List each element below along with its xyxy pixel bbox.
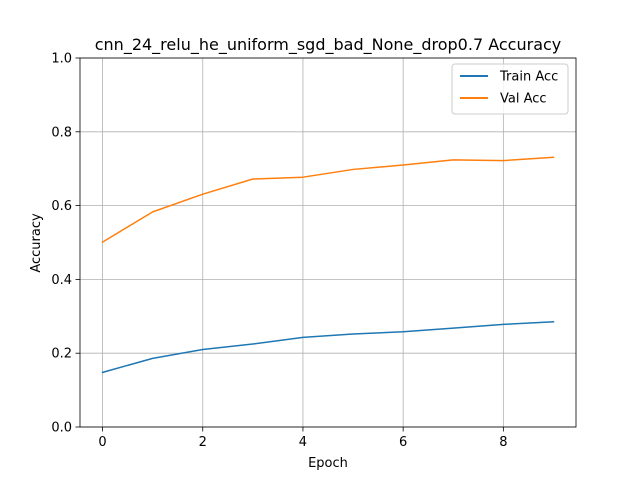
axis-ticks: 0 2 4 6 8 0.0 0.2 0.4 0.6 0.8 1.0 (51, 52, 507, 451)
y-tick-label: 0.0 (51, 421, 72, 436)
y-tick-label: 0.8 (51, 125, 72, 140)
legend-label-train-acc: Train Acc (499, 70, 558, 85)
series-line-val-acc (101, 156, 555, 244)
series-line-train-acc (101, 321, 555, 374)
plot-frame (79, 57, 577, 428)
y-tick-label: 0.4 (51, 273, 72, 288)
chart-title: cnn_24_relu_he_uniform_sgd_bad_None_drop… (95, 35, 562, 55)
x-axis-label: Epoch (308, 456, 348, 471)
x-tick-label: 0 (98, 435, 106, 450)
x-tick-label: 2 (199, 435, 207, 450)
y-axis-label: Accuracy (29, 213, 44, 273)
legend-label-val-acc: Val Acc (500, 92, 547, 107)
x-tick-label: 8 (499, 435, 507, 450)
x-tick-label: 6 (399, 435, 407, 450)
legend: Train Acc Val Acc (451, 63, 569, 115)
y-tick-label: 0.6 (51, 199, 72, 214)
y-tick-label: 0.2 (51, 347, 72, 362)
x-tick-label: 4 (299, 435, 307, 450)
y-tick-label: 1.0 (51, 52, 72, 67)
series-lines (101, 156, 555, 374)
